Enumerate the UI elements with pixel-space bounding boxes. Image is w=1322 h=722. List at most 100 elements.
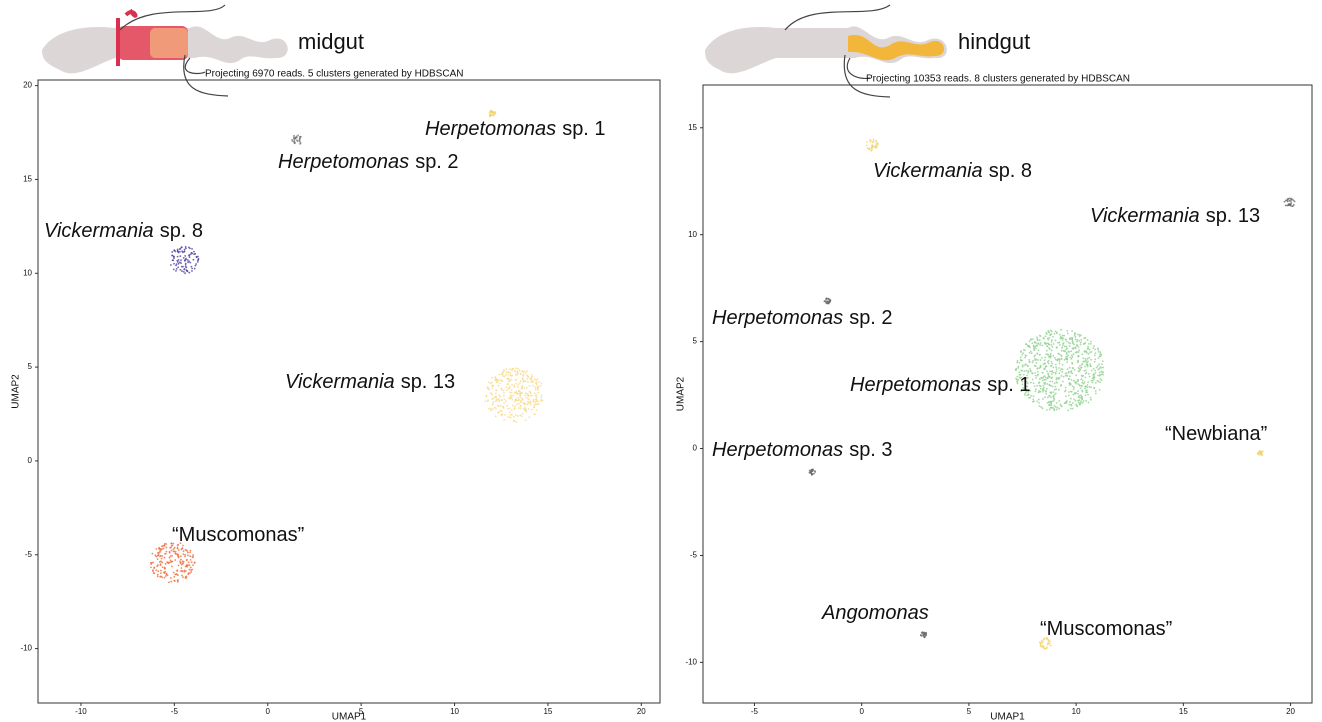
cluster-point: [1073, 388, 1075, 390]
cluster-point: [1066, 402, 1068, 404]
cluster-point: [1039, 391, 1041, 393]
cluster-point: [1018, 371, 1020, 373]
cluster-point: [517, 393, 519, 395]
cluster-point: [538, 386, 540, 388]
cluster-point: [490, 392, 492, 394]
cluster-point: [1037, 371, 1039, 373]
cluster-point: [1037, 359, 1039, 361]
cluster-point: [1085, 394, 1087, 396]
cluster-point: [1046, 332, 1048, 334]
cluster-point: [1082, 402, 1084, 404]
cluster-point: [1071, 391, 1073, 393]
cluster-point: [1064, 345, 1066, 347]
x-axis-label: UMAP1: [990, 712, 1025, 722]
cluster-point: [1042, 389, 1044, 391]
cluster-point: [508, 398, 510, 400]
cluster-point: [1075, 400, 1077, 402]
cluster-point: [157, 570, 159, 572]
cluster-point: [1056, 370, 1058, 372]
cluster-point: [1042, 391, 1044, 393]
cluster-label: Herpetomonassp. 2: [278, 151, 459, 173]
cluster-point: [1036, 336, 1038, 338]
cluster-suffix: sp. 8: [989, 160, 1032, 182]
cluster-point: [1062, 343, 1064, 345]
cluster-point: [1057, 353, 1059, 355]
cluster-point: [178, 565, 180, 567]
cluster-point: [1049, 348, 1051, 350]
y-axis-label: UMAP2: [676, 376, 687, 411]
cluster-point: [179, 248, 181, 250]
cluster-point: [1042, 372, 1044, 374]
cluster-label: Angomonas: [821, 602, 929, 624]
cluster-point: [1090, 341, 1092, 343]
cluster-point: [870, 139, 872, 141]
cluster-suffix: sp. 8: [160, 220, 203, 242]
cluster-point: [1068, 342, 1070, 344]
cluster-point: [503, 419, 505, 421]
cluster-point: [1043, 646, 1045, 648]
cluster-point: [828, 303, 830, 305]
cluster-point: [519, 414, 521, 416]
cluster-point: [533, 413, 535, 415]
cluster-point: [487, 400, 489, 402]
cluster-point: [1056, 332, 1058, 334]
cluster-name: Vickermania: [285, 371, 395, 393]
cluster-point: [188, 247, 190, 249]
cluster-point: [1071, 358, 1073, 360]
cluster-point: [525, 380, 527, 382]
cluster-point: [531, 376, 533, 378]
cluster-point: [924, 634, 926, 636]
cluster-point: [1047, 361, 1049, 363]
cluster-point: [1060, 358, 1062, 360]
y-tick-label: 10: [23, 268, 32, 277]
cluster-point: [1083, 360, 1085, 362]
cluster-point: [1032, 360, 1034, 362]
cluster-point: [534, 387, 536, 389]
cluster-point: [1066, 361, 1068, 363]
cluster-point: [527, 395, 529, 397]
cluster-point: [1041, 640, 1043, 642]
cluster-point: [1070, 408, 1072, 410]
cluster-suffix: sp. 2: [849, 307, 892, 329]
cluster-point: [1086, 384, 1088, 386]
cluster-point: [1037, 367, 1039, 369]
cluster-suffix: sp. 2: [415, 151, 458, 173]
cluster-point: [527, 393, 529, 395]
cluster-point: [1083, 383, 1085, 385]
cluster-point: [1090, 386, 1092, 388]
cluster-point: [1048, 331, 1050, 333]
cluster-point: [1044, 368, 1046, 370]
cluster-point: [1045, 366, 1047, 368]
cluster-point: [535, 395, 537, 397]
cluster-point: [167, 574, 169, 576]
cluster-point: [181, 575, 183, 577]
cluster-point: [528, 402, 530, 404]
cluster-point: [532, 381, 534, 383]
cluster-point: [1051, 373, 1053, 375]
cluster-point: [1097, 348, 1099, 350]
cluster-point: [151, 553, 153, 555]
y-tick-label: 5: [693, 337, 698, 346]
cluster-point: [523, 387, 525, 389]
cluster-point: [1075, 348, 1077, 350]
cluster-point: [536, 383, 538, 385]
cluster-point: [507, 377, 509, 379]
cluster-point: [170, 547, 172, 549]
x-tick-label: 20: [637, 707, 646, 716]
cluster-point: [1051, 331, 1053, 333]
cluster-point: [1079, 365, 1081, 367]
cluster-point: [178, 549, 180, 551]
cluster-point: [500, 405, 502, 407]
cluster-point: [509, 396, 511, 398]
cluster-point: [180, 570, 182, 572]
cluster-point: [1038, 350, 1040, 352]
cluster-point: [1290, 200, 1292, 202]
y-tick-label: 15: [688, 123, 697, 132]
cluster-point: [511, 409, 513, 411]
cluster-point: [177, 256, 179, 258]
cluster-point: [1090, 397, 1092, 399]
cluster-point: [1292, 205, 1294, 207]
cluster-point: [176, 268, 178, 270]
cluster-point: [519, 393, 521, 395]
cluster-point: [512, 395, 514, 397]
